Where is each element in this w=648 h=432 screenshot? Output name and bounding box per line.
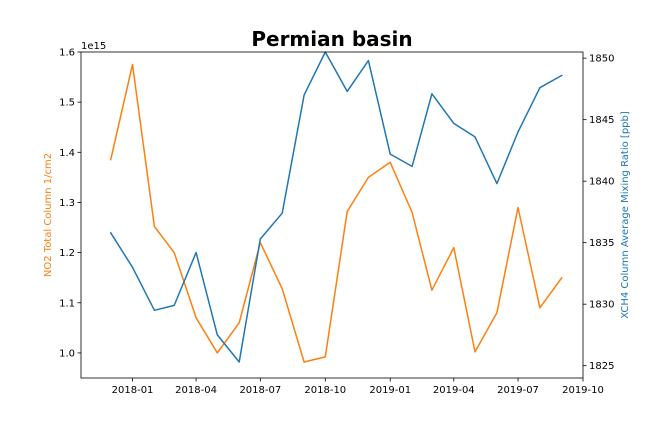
- x-tick-label: 2019-01: [369, 385, 411, 396]
- no2-series-line: [109, 63, 563, 363]
- x-tick-label: 2019-04: [433, 385, 475, 396]
- plot-area: [81, 52, 583, 378]
- left-y-tick-label: 1.2: [59, 248, 75, 259]
- x-tick-label: 2018-01: [112, 385, 154, 396]
- xch4-series-line: [109, 51, 563, 363]
- left-y-tick-label: 1.4: [59, 148, 75, 159]
- x-tick-label: 2019-10: [562, 385, 604, 396]
- right-y-tick-label: 1845: [589, 115, 614, 126]
- plot-frame: [80, 51, 584, 379]
- right-y-axis: 1825 1830 1835 1840 1845 1850: [583, 54, 614, 372]
- right-axis-label: XCH4 Column Average Mixing Ratio [ppb]: [620, 111, 631, 319]
- x-tick-label: 2018-10: [304, 385, 346, 396]
- left-y-tick-label: 1.6: [59, 48, 75, 59]
- left-y-tick-label: 1.1: [59, 298, 75, 309]
- x-tick-label: 2018-04: [175, 385, 217, 396]
- left-y-tick-label: 1.3: [59, 198, 75, 209]
- left-axis-label: NO2 Total Column 1/cm2: [43, 153, 54, 277]
- right-y-tick-label: 1850: [589, 54, 614, 65]
- x-tick-label: 2018-07: [239, 385, 281, 396]
- right-y-tick-label: 1830: [589, 300, 614, 311]
- left-y-tick-label: 1.0: [59, 348, 75, 359]
- right-y-tick-label: 1835: [589, 238, 614, 249]
- series-layer: [109, 51, 563, 363]
- left-axis-offset: 1e15: [81, 41, 106, 52]
- chart-title: Permian basin: [251, 27, 412, 51]
- left-y-tick-label: 1.5: [59, 98, 75, 109]
- x-axis: 2018-01 2018-04 2018-07 2018-10 2019-01 2019-…: [112, 378, 604, 396]
- right-y-tick-label: 1840: [589, 177, 614, 188]
- x-tick-label: 2019-07: [497, 385, 539, 396]
- left-y-axis: 1.0 1.1 1.2 1.3 1.4 1.5 1.6: [59, 48, 81, 359]
- right-y-tick-label: 1825: [589, 361, 614, 372]
